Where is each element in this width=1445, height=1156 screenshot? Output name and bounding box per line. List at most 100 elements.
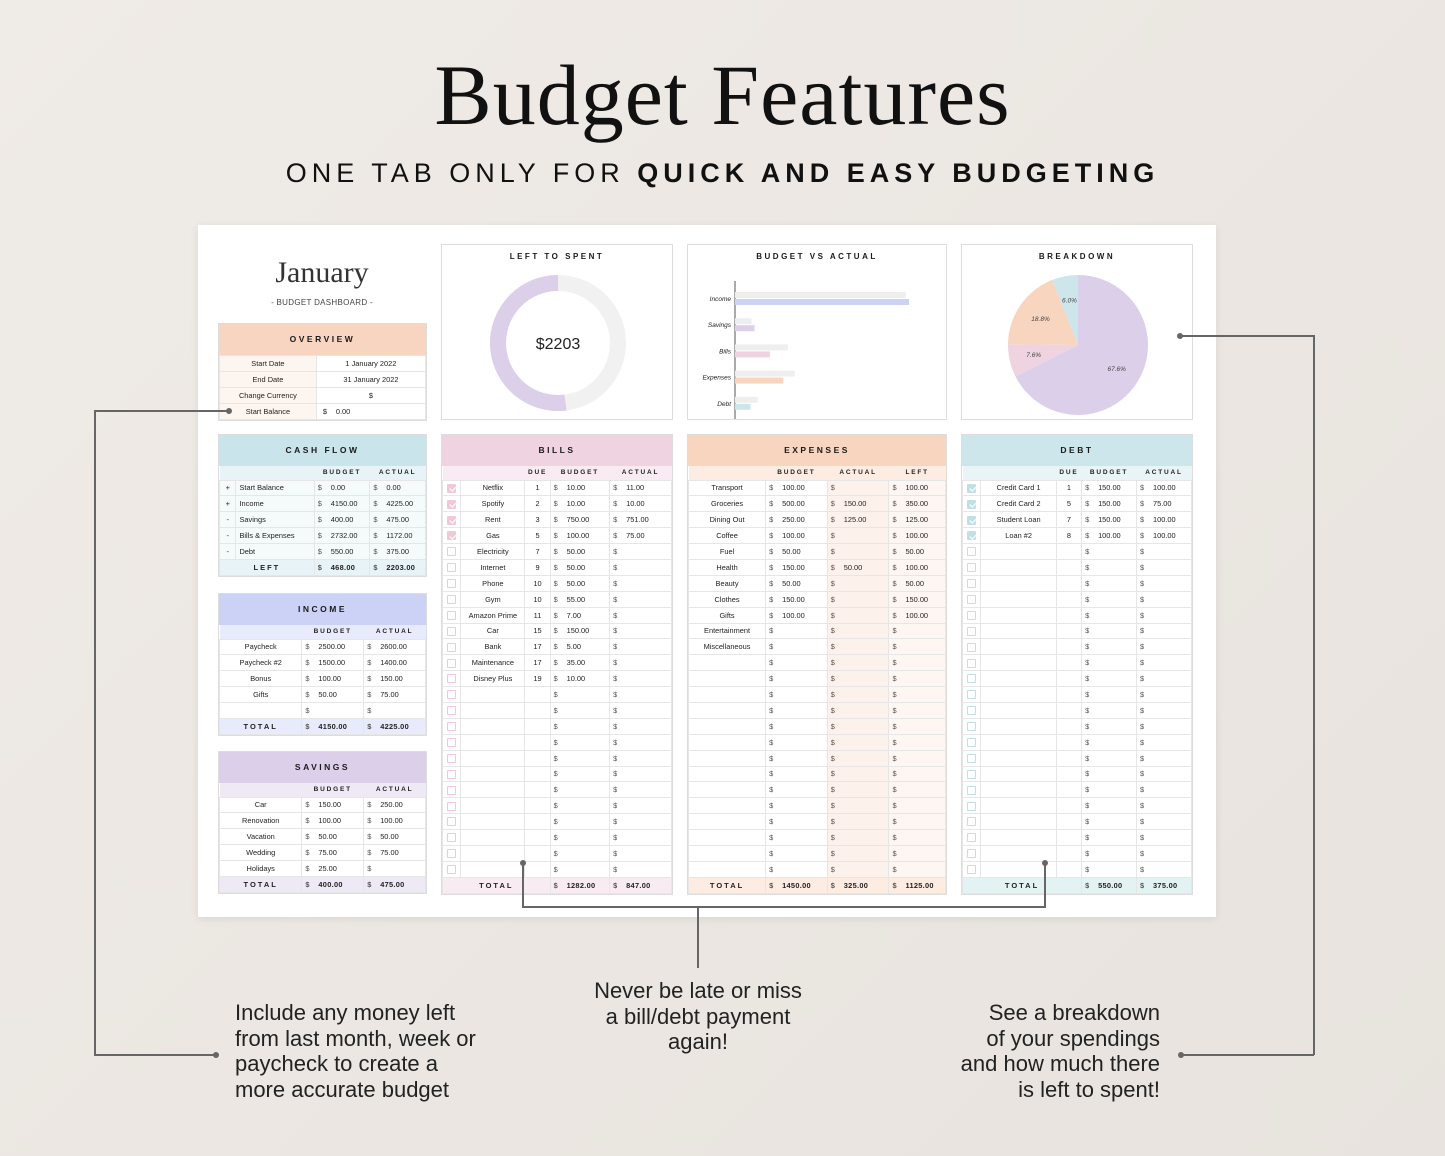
money-cell[interactable]: $100.00 [549,527,611,545]
unchecked-box-icon[interactable] [967,737,977,747]
due-day[interactable]: 8 [1055,527,1083,545]
money-cell[interactable]: $50.00 [826,558,890,576]
row-label[interactable] [687,670,767,688]
row-label[interactable] [460,701,526,719]
money-cell[interactable]: $100.00 [363,812,426,830]
paid-checkbox[interactable] [961,511,982,529]
money-cell[interactable]: $ [549,765,611,783]
unchecked-box-icon[interactable] [447,579,457,589]
money-cell[interactable]: $100.00 [301,812,365,830]
paid-checkbox[interactable] [441,829,462,846]
money-cell[interactable]: $ [1081,781,1138,799]
row-label[interactable]: Paycheck #2 [218,654,303,672]
row-label[interactable] [460,686,526,703]
money-cell[interactable]: $10.00 [609,495,672,513]
unchecked-box-icon[interactable] [967,865,977,875]
overview-value[interactable]: 1 January 2022 [315,355,427,372]
unchecked-box-icon[interactable] [967,563,977,573]
money-cell[interactable]: $ [1081,686,1138,703]
money-cell[interactable]: $150.00 [549,622,611,640]
money-cell[interactable]: $ [1136,622,1192,640]
unchecked-box-icon[interactable] [967,833,977,843]
checked-box-icon[interactable] [447,531,457,541]
row-label[interactable] [687,686,767,703]
money-cell[interactable]: $ [765,622,828,640]
unchecked-box-icon[interactable] [447,753,457,763]
money-cell[interactable]: $100.00 [1136,479,1192,497]
row-label[interactable]: Electricity [460,543,526,560]
unchecked-box-icon[interactable] [967,753,977,763]
paid-checkbox[interactable] [441,701,462,719]
row-label[interactable] [980,686,1057,703]
money-cell[interactable]: $1172.00 [369,527,426,545]
paid-checkbox[interactable] [961,527,982,545]
money-cell[interactable]: $75.00 [363,844,426,862]
row-label[interactable] [460,717,526,735]
money-cell[interactable]: $1282.00 [549,876,611,894]
row-label[interactable] [980,701,1057,719]
row-label[interactable]: Holidays [218,860,303,877]
money-cell[interactable]: $100.00 [1136,511,1192,529]
row-label[interactable]: Gas [460,527,526,545]
paid-checkbox[interactable] [961,860,982,878]
money-cell[interactable]: $ [1136,765,1192,783]
money-cell[interactable]: $ [765,670,828,688]
paid-checkbox[interactable] [961,781,982,799]
money-cell[interactable]: $ [609,622,672,640]
money-cell[interactable]: $ [1136,558,1192,576]
row-label[interactable]: Fuel [687,543,767,560]
money-cell[interactable]: $100.00 [888,558,946,576]
overview-value[interactable]: $ 0.00 [315,402,427,420]
row-label[interactable] [687,654,767,672]
money-cell[interactable]: $ [1136,733,1192,751]
money-cell[interactable]: $4225.00 [369,495,426,513]
unchecked-box-icon[interactable] [967,769,977,779]
row-label[interactable]: Car [218,796,303,814]
row-label[interactable]: Renovation [218,812,303,830]
money-cell[interactable]: $0.00 [369,479,426,497]
money-cell[interactable]: $550.00 [313,543,371,560]
paid-checkbox[interactable] [961,590,982,608]
row-label[interactable] [460,829,526,846]
money-cell[interactable]: $468.00 [313,558,371,576]
money-cell[interactable]: $4225.00 [363,717,426,735]
money-cell[interactable]: $150.00 [1081,479,1138,497]
unchecked-box-icon[interactable] [447,769,457,779]
paid-checkbox[interactable] [961,558,982,576]
row-label[interactable] [980,733,1057,751]
money-cell[interactable]: $375.00 [1136,876,1192,894]
row-label[interactable]: Groceries [687,495,767,513]
money-cell[interactable]: $ [765,829,828,846]
money-cell[interactable]: $ [549,860,611,878]
money-cell[interactable]: $ [1081,829,1138,846]
money-cell[interactable]: $ [888,717,946,735]
paid-checkbox[interactable] [961,622,982,640]
money-cell[interactable]: $55.00 [549,590,611,608]
money-cell[interactable]: $7.00 [549,606,611,624]
money-cell[interactable]: $ [609,590,672,608]
row-label[interactable]: Rent [460,511,526,529]
checked-box-icon[interactable] [967,483,977,493]
money-cell[interactable]: $100.00 [765,479,828,497]
money-cell[interactable]: $150.00 [363,670,426,688]
money-cell[interactable]: $50.00 [363,828,426,846]
due-day[interactable] [1055,590,1083,608]
paid-checkbox[interactable] [961,749,982,767]
money-cell[interactable]: $ [765,717,828,735]
unchecked-box-icon[interactable] [447,563,457,573]
money-cell[interactable]: $ [1136,543,1192,560]
money-cell[interactable]: $75.00 [1136,495,1192,513]
due-day[interactable]: 9 [524,558,551,576]
money-cell[interactable]: $ [765,733,828,751]
money-cell[interactable]: $ [1081,670,1138,688]
paid-checkbox[interactable] [961,717,982,735]
money-cell[interactable]: $ [609,543,672,560]
unchecked-box-icon[interactable] [447,865,457,875]
due-day[interactable]: 5 [524,527,551,545]
row-label[interactable] [980,590,1057,608]
due-day[interactable] [524,781,551,799]
paid-checkbox[interactable] [441,797,462,815]
overview-value[interactable]: 31 January 2022 [315,370,427,388]
unchecked-box-icon[interactable] [967,849,977,859]
money-cell[interactable]: $ [826,638,890,656]
